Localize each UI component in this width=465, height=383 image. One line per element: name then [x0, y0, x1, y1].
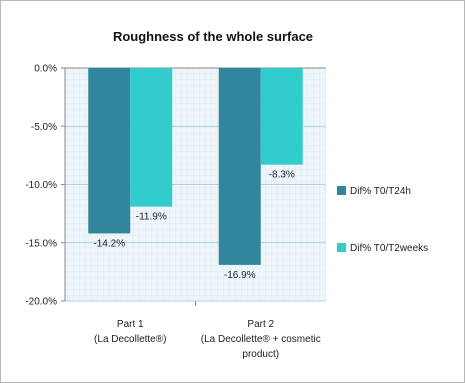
- y-tick-label: -10.0%: [25, 180, 57, 191]
- legend-label: Dif% T0/T2weeks: [350, 243, 428, 254]
- x-category-label: (La Decollette® + cosmetic: [201, 334, 321, 345]
- bar-t2weeks-part1: [130, 68, 173, 207]
- data-label: -8.3%: [269, 170, 295, 181]
- x-category-label: (La Decollette®): [94, 334, 166, 345]
- x-category-label: Part 2: [247, 319, 274, 330]
- data-label: -11.9%: [136, 212, 167, 223]
- x-category-label: Part 1: [117, 319, 144, 330]
- x-category-label: product): [242, 349, 279, 360]
- legend-swatch: [337, 186, 346, 195]
- legend-label: Dif% T0/T24h: [350, 186, 411, 197]
- y-tick-label: -20.0%: [25, 297, 57, 308]
- chart-title: Roughness of the whole surface: [113, 29, 313, 44]
- legend-swatch: [337, 243, 346, 252]
- y-tick-label: 0.0%: [34, 64, 57, 75]
- bar-t24h-part1: [88, 68, 131, 234]
- bar-t2weeks-part2: [260, 68, 303, 165]
- y-tick-label: -5.0%: [31, 122, 57, 133]
- bar-t24h-part2: [218, 68, 261, 265]
- y-tick-label: -15.0%: [25, 238, 57, 249]
- data-label: -14.2%: [93, 238, 125, 249]
- data-label: -16.9%: [224, 270, 256, 281]
